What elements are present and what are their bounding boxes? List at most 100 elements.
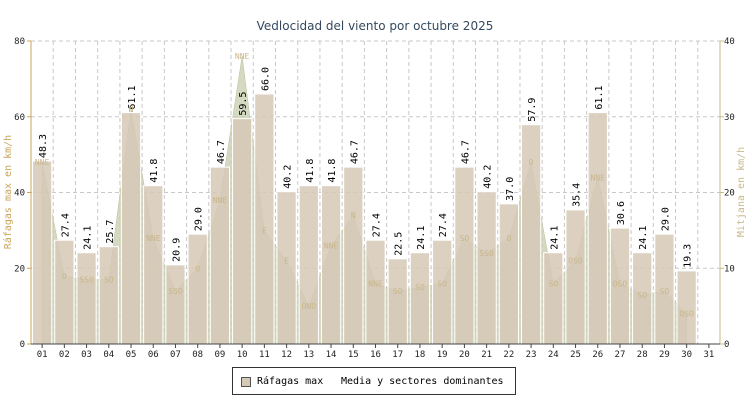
gust-value-label: 19.3 <box>683 244 694 268</box>
gust-value-label: 27.4 <box>438 213 449 237</box>
gust-bar <box>454 166 475 345</box>
sector-label: ONO <box>302 302 317 311</box>
gust-bar <box>232 118 253 345</box>
gust-value-label: 27.4 <box>372 213 383 237</box>
sector-label: SO <box>548 279 558 288</box>
x-tick-label: 08 <box>192 350 203 360</box>
gust-bar <box>320 185 342 345</box>
x-tick-label: 02 <box>59 350 70 360</box>
x-tick-label: 27 <box>615 350 626 360</box>
gust-value-label: 29.0 <box>194 207 205 231</box>
gust-value-label: 22.5 <box>394 232 405 256</box>
x-tick-label: 09 <box>214 350 225 360</box>
gust-value-label: 48.3 <box>38 134 49 158</box>
gust-bar <box>276 191 297 345</box>
bars-layer <box>32 93 697 345</box>
gust-value-label: 27.4 <box>60 213 71 237</box>
x-tick-label: 07 <box>170 350 181 360</box>
gust-bar <box>165 264 186 345</box>
sector-label: NNE <box>324 242 339 251</box>
gust-value-label: 24.1 <box>638 226 649 250</box>
gust-value-label: 46.7 <box>460 140 471 164</box>
gust-value-label: 20.9 <box>171 238 182 262</box>
sector-label: NNE <box>591 173 606 182</box>
gust-value-label: 40.2 <box>283 165 294 189</box>
right-tick-label: 0 <box>724 340 729 350</box>
left-tick-label: 80 <box>14 37 25 47</box>
legend-swatch-gusts <box>241 377 251 387</box>
left-tick-label: 40 <box>14 189 25 199</box>
x-tick-label: 11 <box>259 350 270 360</box>
gust-value-label: 37.0 <box>505 177 516 201</box>
gust-bar <box>98 246 119 345</box>
chart-title: Vedlocidad del viento por octubre 2025 <box>257 19 494 33</box>
sector-label: O <box>506 234 511 243</box>
gust-bar <box>32 160 53 345</box>
gust-bar <box>498 203 519 345</box>
gust-value-label: 24.1 <box>416 226 427 250</box>
gust-value-label: 41.8 <box>305 159 316 183</box>
gust-value-label: 35.4 <box>572 183 583 207</box>
x-tick-label: 31 <box>703 350 714 360</box>
x-tick-label: 10 <box>237 350 248 360</box>
gust-bar <box>543 252 564 345</box>
x-tick-label: 26 <box>592 350 603 360</box>
gust-value-label: 24.1 <box>83 226 94 250</box>
legend: Ráfagas max Media y sectores dominantes <box>232 367 516 395</box>
x-tick-label: 01 <box>37 350 48 360</box>
right-axis-title: Mitjana en km/h <box>736 147 747 237</box>
x-tick-label: 22 <box>503 350 514 360</box>
sector-label: SO <box>393 287 403 296</box>
sector-label: OSO <box>568 257 583 266</box>
axes: 0 20 40 60 80 0 10 20 30 40 01 02 03 04 05 06 07 08 09 10 11… <box>14 37 735 360</box>
gust-value-label: 29.0 <box>660 207 671 231</box>
x-tick-label: 29 <box>659 350 670 360</box>
legend-label-gusts: Ráfagas max <box>257 376 324 387</box>
sector-label: O <box>195 264 200 273</box>
left-axis-title: Ráfagas max en km/h <box>2 135 14 249</box>
x-tick-label: 03 <box>81 350 92 360</box>
right-tick-label: 20 <box>724 189 735 199</box>
sector-label: SSO <box>479 249 494 258</box>
value-labels-layer: 48.3 27.4 24.1 25.7 61.1 41.8 20.9 29.0 46.7 59.5… <box>38 67 694 268</box>
right-tick-label: 10 <box>724 264 735 274</box>
gust-bar <box>120 112 142 345</box>
gust-bar <box>76 252 97 345</box>
sector-label: SSO <box>79 276 94 285</box>
x-tick-label: 05 <box>126 350 137 360</box>
left-tick-label: 60 <box>14 113 25 123</box>
sector-label: SO <box>637 291 647 300</box>
gust-value-label: 41.8 <box>327 159 338 183</box>
x-tick-label: 28 <box>637 350 648 360</box>
gust-bar <box>476 191 497 345</box>
legend-label-mean: Media y sectores dominantes <box>341 376 504 387</box>
sector-label: NNE <box>368 279 383 288</box>
left-tick-label: 20 <box>14 264 25 274</box>
gust-value-label: 66.0 <box>260 67 271 91</box>
gust-value-label: 25.7 <box>105 220 116 244</box>
x-tick-label: 18 <box>415 350 426 360</box>
x-tick-label: 04 <box>103 350 114 360</box>
sector-label: NNE <box>235 52 250 61</box>
gust-bar <box>54 239 75 345</box>
gust-bar <box>209 166 231 345</box>
sector-label: O <box>529 158 534 167</box>
sector-label: OSO <box>613 279 628 288</box>
x-tick-label: 23 <box>526 350 537 360</box>
gust-bar <box>365 239 386 345</box>
gust-bar <box>565 209 586 345</box>
gust-value-label: 57.9 <box>527 98 538 122</box>
gust-value-label: 30.6 <box>616 201 627 225</box>
sector-label: E <box>284 257 289 266</box>
sector-label: SO <box>104 276 114 285</box>
gust-bar <box>432 239 453 345</box>
sector-labels-layer: NNE O SSO SO N NNE SSO O NNE NNE E E ONO NNE N NNE SO SO S… <box>35 52 694 319</box>
x-tick-label: 14 <box>326 350 337 360</box>
gust-bar <box>409 252 431 345</box>
gust-bar <box>587 112 608 345</box>
sector-label: SSO <box>168 287 183 296</box>
left-tick-label: 0 <box>20 340 25 350</box>
sector-label: N <box>129 105 134 114</box>
gust-bar <box>254 93 275 345</box>
